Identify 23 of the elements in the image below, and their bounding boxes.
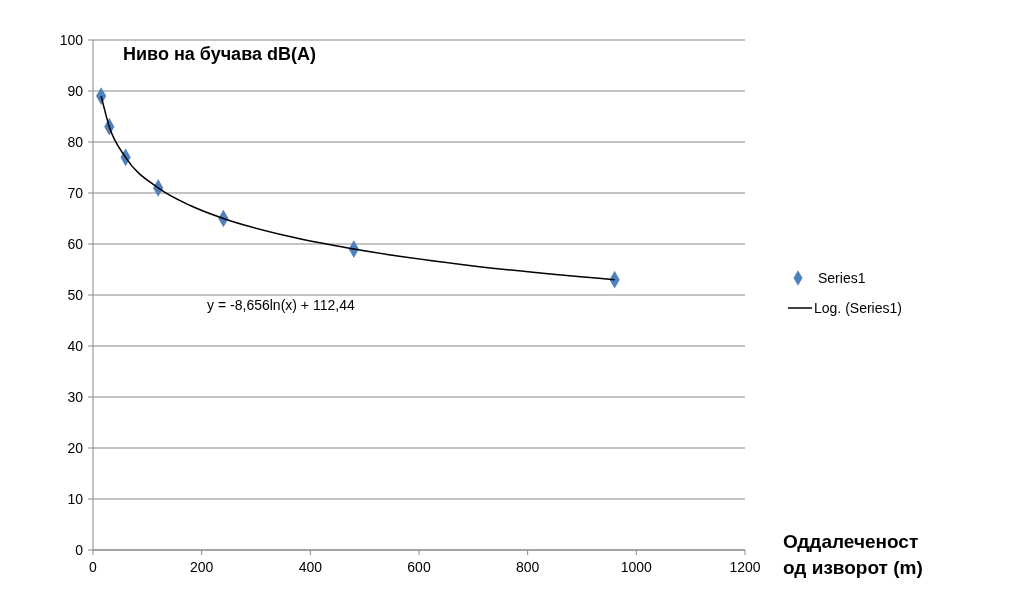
x-tick-label: 600 [407,559,431,575]
x-tick-label: 800 [515,559,540,575]
annotation: y = -8,656ln(x) + 112,44 [207,297,355,314]
chart-title: Ниво на бучава dB(A) [123,44,316,64]
y-tick-label: 20 [67,439,84,456]
x-tick-label: 1000 [620,559,653,575]
y-tick-label: 60 [67,235,84,252]
x-tick-label: 0 [89,559,98,575]
legend-label: Log. (Series1) [814,299,902,316]
x-tick-label: 200 [189,559,214,575]
y-tick-label: 80 [67,133,84,150]
y-tick-label: 40 [67,337,84,354]
x-axis-title: Оддалеченост од изворот (m) [783,531,923,578]
y-tick-label: 0 [75,541,84,558]
y-tick-label: 50 [67,286,84,303]
x-tick-label: 1200 [729,559,761,575]
y-tick-label: 10 [67,490,84,507]
y-tick-label: 90 [67,82,84,99]
y-tick-label: 70 [67,184,84,201]
legend-label: Series1 [818,269,866,286]
x-tick-label: 400 [298,559,323,575]
y-tick-label: 100 [59,31,84,48]
y-tick-label: 30 [67,388,84,405]
